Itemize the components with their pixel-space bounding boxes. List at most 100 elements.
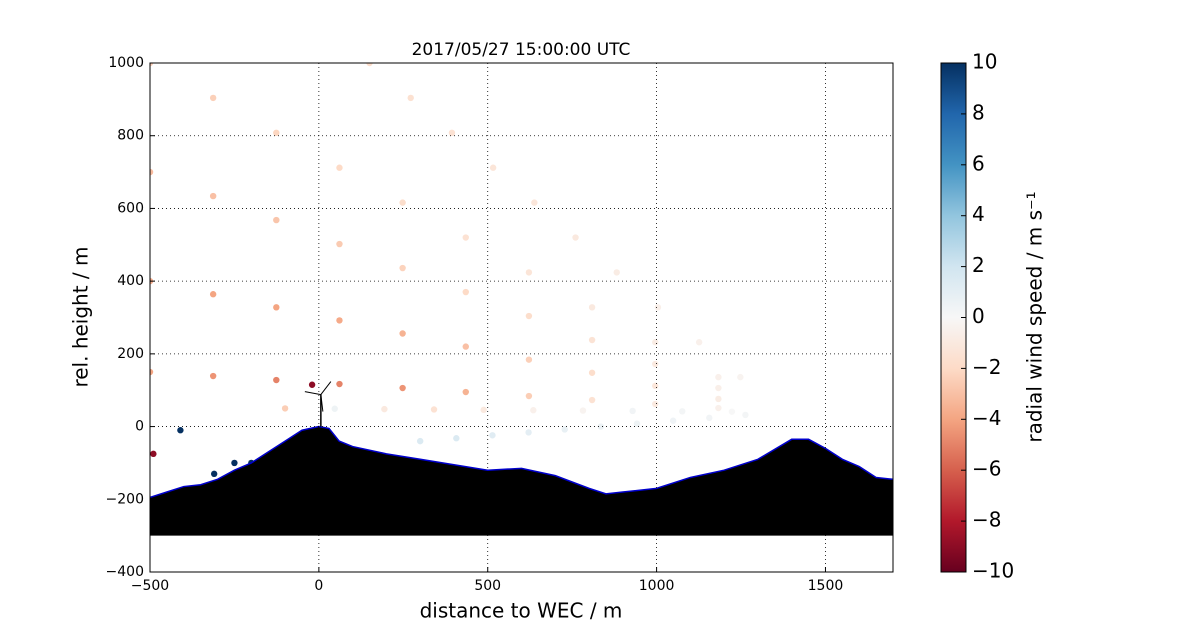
y-tick-label: −200 — [106, 491, 144, 507]
scatter-point — [480, 406, 487, 414]
scatter-point — [588, 336, 596, 344]
scatter-point — [273, 129, 280, 137]
scatter-point — [588, 396, 596, 404]
scatter-point — [273, 216, 280, 224]
terrain-edge — [150, 425, 893, 499]
scatter-point — [525, 356, 533, 363]
scatter-point — [273, 304, 280, 311]
colorbar-tick-label: −8 — [972, 508, 1001, 532]
scatter-point — [669, 417, 677, 424]
scatter-point — [715, 384, 722, 392]
colorbar-tick-label: −10 — [972, 559, 1014, 583]
x-tick-label: 500 — [474, 578, 501, 594]
y-axis-label: rel. height / m — [69, 246, 93, 387]
colorbar-tick-label: 10 — [972, 50, 997, 74]
plot-area — [150, 63, 893, 536]
scatter-point — [525, 312, 533, 320]
y-tick-label: 0 — [135, 419, 144, 435]
scatter-point — [381, 405, 388, 413]
scatter-point — [209, 192, 217, 200]
scatter-point — [489, 164, 497, 171]
scatter-point — [679, 408, 686, 415]
scatter-point — [416, 437, 424, 445]
scatter-point — [336, 164, 343, 171]
colorbar-tick-label: −2 — [972, 355, 1001, 379]
scatter-point — [453, 435, 460, 442]
scatter-point — [588, 304, 596, 311]
colorbar-tick-label: −4 — [972, 406, 1001, 430]
scatter-point — [150, 450, 157, 458]
scatter-point — [273, 376, 280, 384]
scatter-point — [715, 373, 722, 381]
x-tick-label: −500 — [131, 578, 169, 594]
turbine-blade — [320, 381, 332, 395]
scatter-point — [572, 234, 579, 241]
colorbar-tick-label: 0 — [972, 304, 985, 328]
turbine-blade — [320, 394, 324, 412]
scatter-point — [150, 368, 154, 376]
scatter-point — [706, 414, 713, 422]
colorbar-tick-label: 8 — [972, 100, 985, 124]
scatter-point — [462, 288, 469, 296]
scatter-point — [462, 343, 469, 350]
scatter-point — [231, 459, 238, 467]
scatter-point — [150, 63, 154, 67]
scatter-point — [150, 168, 154, 176]
scatter-point — [366, 63, 373, 67]
scatter-point — [597, 423, 605, 430]
terrain-fill — [150, 426, 893, 536]
x-tick-label: 1000 — [639, 578, 675, 594]
chart-title: 2017/05/27 15:00:00 UTC — [412, 40, 631, 60]
scatter-point — [531, 199, 538, 206]
scatter-point — [489, 432, 496, 439]
scatter-point — [742, 411, 749, 419]
scatter-point — [399, 384, 406, 392]
scatter-point — [448, 129, 456, 137]
scatter-point — [715, 404, 722, 412]
scatter-point — [561, 426, 568, 433]
scatter-point — [331, 405, 338, 412]
scatter-point — [588, 369, 596, 376]
scatter-point — [336, 380, 343, 388]
scatter-point — [633, 420, 641, 427]
y-tick-label: −400 — [106, 564, 144, 580]
scatter-point — [525, 269, 533, 276]
scatter-point — [177, 427, 184, 434]
turbine-blade — [304, 391, 321, 396]
y-tick-label: 1000 — [108, 55, 144, 71]
plot-frame — [149, 62, 894, 573]
scatter-point — [613, 269, 620, 276]
scatter-point — [579, 407, 587, 414]
y-tick-label: 200 — [117, 346, 144, 362]
scatter-point — [209, 291, 217, 298]
scatter-point — [525, 429, 532, 436]
scatter-point — [652, 339, 659, 346]
scatter-point — [462, 234, 469, 241]
scatter-point — [652, 360, 659, 368]
scatter-point — [399, 330, 406, 337]
scatter-point — [728, 408, 736, 415]
scatter-point — [462, 388, 469, 396]
x-tick-label: 0 — [314, 578, 323, 594]
scatter-point — [210, 470, 218, 478]
scatter-point — [209, 372, 217, 380]
scatter-point — [399, 199, 406, 206]
colorbar-tick-label: 2 — [972, 253, 985, 277]
scatter-point — [525, 392, 533, 400]
scatter-point — [209, 94, 217, 102]
scatter-point — [336, 317, 343, 324]
scatter-point — [308, 381, 316, 388]
y-tick-label: 800 — [117, 128, 144, 144]
x-axis-label: distance to WEC / m — [420, 599, 623, 623]
x-tick-label: 1500 — [808, 578, 844, 594]
scatter-point — [336, 240, 343, 248]
scatter-point — [407, 94, 414, 102]
scatter-point — [430, 406, 438, 413]
scatter-point — [652, 382, 659, 390]
scatter-point — [652, 400, 659, 408]
scatter-point — [715, 395, 722, 403]
y-tick-label: 600 — [117, 200, 144, 216]
colorbar-label: radial wind speed / m s⁻¹ — [1023, 191, 1047, 442]
scatter-point — [281, 405, 289, 412]
